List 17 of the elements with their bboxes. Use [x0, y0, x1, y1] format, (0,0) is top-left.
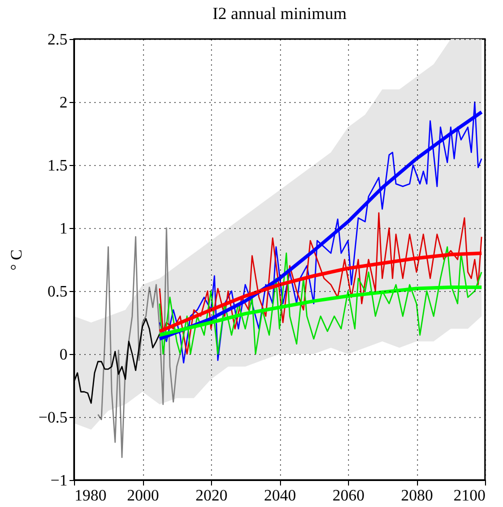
x-tick-label: 2000	[127, 488, 159, 504]
y-axis-title: ° C	[8, 249, 26, 271]
y-tick-label: 1.5	[48, 158, 68, 174]
x-tick-label: 2020	[196, 488, 228, 504]
y-tick-label: −1	[50, 472, 68, 490]
y-tick-label: 0.5	[48, 284, 68, 300]
y-tick-label: 1	[60, 220, 68, 238]
x-tick-label: 2100	[454, 488, 486, 504]
x-tick-label: 2040	[264, 488, 296, 504]
chart-title: I2 annual minimum	[212, 4, 347, 23]
x-tick-label: 2080	[401, 488, 433, 504]
y-tick-label: 0	[60, 346, 68, 364]
x-tick-label: 1980	[74, 488, 106, 504]
y-tick-label: 2.5	[48, 32, 68, 48]
y-tick-label: 2	[60, 94, 68, 112]
y-tick-label: −0.5	[38, 410, 68, 426]
x-tick-label: 2060	[332, 488, 364, 504]
